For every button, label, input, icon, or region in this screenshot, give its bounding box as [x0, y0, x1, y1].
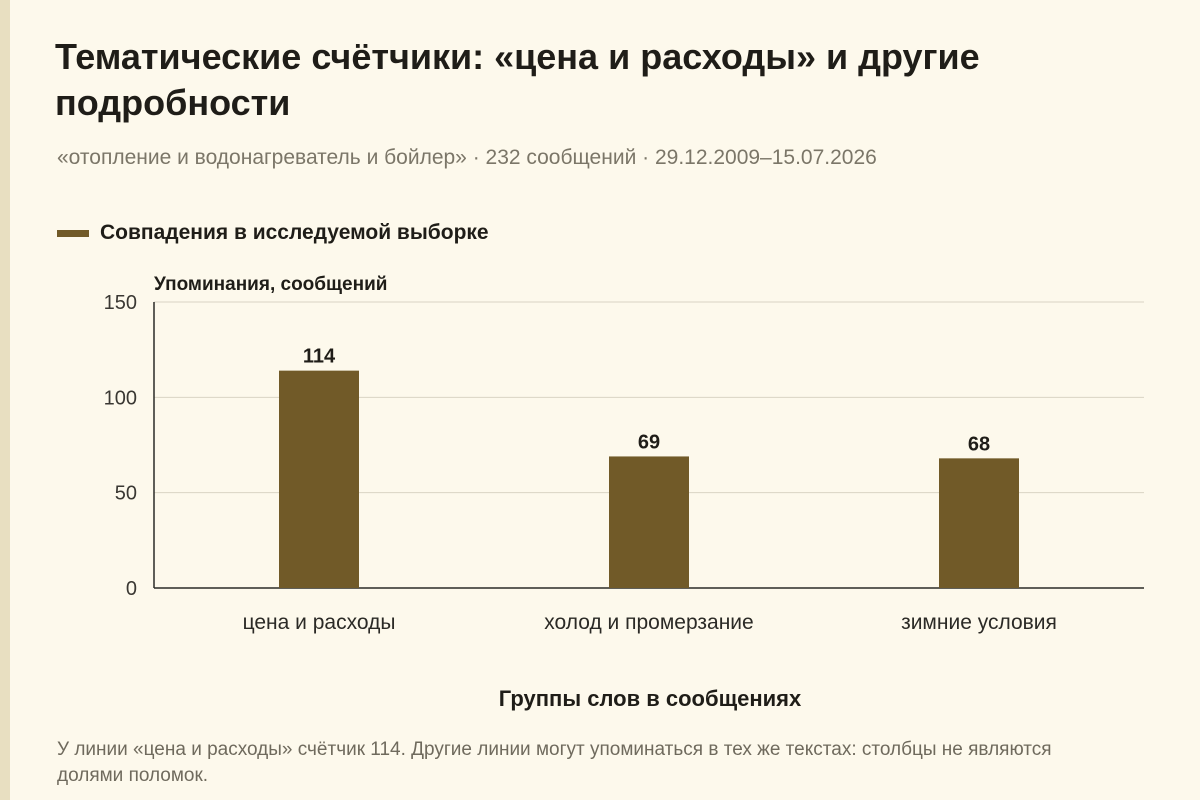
left-accent-stripe — [0, 0, 10, 800]
y-axis-title: Упоминания, сообщений — [154, 274, 388, 295]
x-tick-label: зимние условия — [901, 611, 1057, 634]
bar-value-label: 69 — [638, 431, 660, 453]
bar — [609, 456, 689, 588]
legend-swatch — [57, 229, 89, 237]
legend-label: Совпадения в исследуемой выборке — [100, 221, 489, 244]
y-tick-label: 100 — [104, 387, 137, 409]
x-tick-label: цена и расходы — [243, 611, 396, 634]
y-tick-label: 50 — [115, 483, 137, 505]
chart-subtitle: «отопление и водонагреватель и бойлер» ·… — [57, 146, 877, 169]
y-tick-label: 0 — [126, 578, 137, 600]
bar — [939, 458, 1019, 588]
bar-value-label: 68 — [968, 433, 990, 455]
x-axis-title: Группы слов в сообщениях — [498, 686, 802, 711]
legend: Совпадения в исследуемой выборке — [57, 218, 489, 248]
bar — [279, 370, 359, 588]
x-tick-label: холод и промерзание — [544, 611, 753, 634]
chart-title: Тематические счётчики: «цена и расходы» … — [55, 36, 980, 123]
footnote: У линии «цена и расходы» счётчик 114. Др… — [57, 739, 1052, 786]
y-tick-label: 150 — [104, 292, 137, 314]
bar-value-label: 114 — [303, 346, 336, 368]
